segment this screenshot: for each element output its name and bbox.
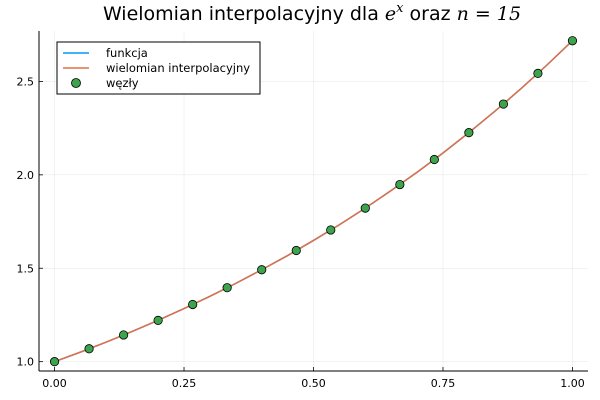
x-tick-label-2: 0.50 xyxy=(301,377,326,390)
y-tick-label-3: 2.5 xyxy=(17,75,35,88)
node-point-8 xyxy=(326,225,336,235)
legend-box xyxy=(56,41,261,95)
legend: funkcja wielomian interpolacyjny węzły xyxy=(56,41,261,95)
node-point-11 xyxy=(429,154,439,165)
axes xyxy=(38,31,588,372)
node-point-6 xyxy=(257,265,267,275)
node-point-3 xyxy=(153,315,163,325)
legend-label-wezly: węzły xyxy=(106,76,139,90)
node-point-1 xyxy=(84,344,94,354)
node-point-14 xyxy=(533,68,543,79)
legend-label-funkcja: funkcja xyxy=(106,46,148,60)
x-tick-label-0: 0.00 xyxy=(42,377,67,390)
x-tick-label-1: 0.25 xyxy=(172,377,197,390)
node-point-15 xyxy=(567,36,578,46)
series-layer xyxy=(49,36,578,367)
chart-title-exp-base: e xyxy=(385,3,396,25)
x-tick-label-4: 1.00 xyxy=(560,377,585,390)
chart-title-var: n xyxy=(457,3,469,25)
legend-swatch-wezly xyxy=(71,78,81,88)
y-tick-label-1: 1.5 xyxy=(17,262,35,275)
series-line-1 xyxy=(54,40,573,363)
node-point-4 xyxy=(188,299,198,310)
node-point-9 xyxy=(360,203,370,213)
node-point-2 xyxy=(118,330,129,340)
chart-title-eq: = 15 xyxy=(469,3,521,25)
node-point-13 xyxy=(498,99,509,109)
tick-labels: 0.00 0.25 0.50 0.75 1.00 1.0 1.5 2.0 2.5 xyxy=(17,75,585,390)
legend-label-wielomian: wielomian interpolacyjny xyxy=(106,61,250,75)
y-tick-label-2: 2.0 xyxy=(17,169,35,182)
node-point-12 xyxy=(464,128,474,138)
node-point-0 xyxy=(49,357,60,367)
node-point-5 xyxy=(222,283,232,293)
chart-title-exp-power: x xyxy=(396,1,404,16)
chart-title-prefix: Wielomian interpolacyjny dla xyxy=(103,3,385,25)
chart-title-middle: oraz xyxy=(403,3,456,25)
node-point-10 xyxy=(395,179,405,190)
y-tick-label-0: 1.0 xyxy=(17,356,35,369)
x-tick-label-3: 0.75 xyxy=(431,377,456,390)
node-point-7 xyxy=(291,245,301,256)
chart-title: Wielomian interpolacyjny dla ex oraz n =… xyxy=(103,1,521,25)
